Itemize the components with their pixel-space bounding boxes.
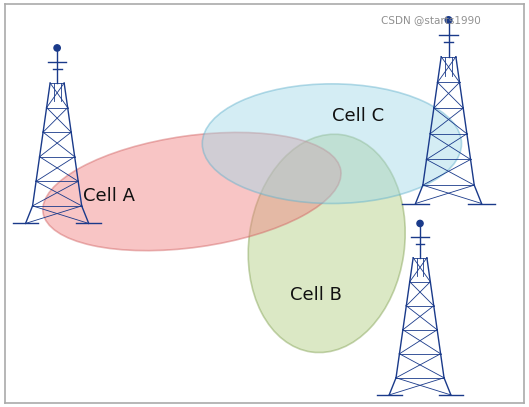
Ellipse shape (43, 132, 341, 251)
Ellipse shape (248, 134, 405, 352)
Text: CSDN @starts1990: CSDN @starts1990 (380, 15, 480, 25)
Text: Cell B: Cell B (290, 286, 342, 304)
Circle shape (445, 17, 452, 23)
Text: Cell A: Cell A (83, 186, 135, 205)
Circle shape (417, 220, 423, 227)
Text: Cell C: Cell C (332, 107, 384, 125)
Ellipse shape (202, 84, 461, 204)
Circle shape (54, 45, 60, 51)
